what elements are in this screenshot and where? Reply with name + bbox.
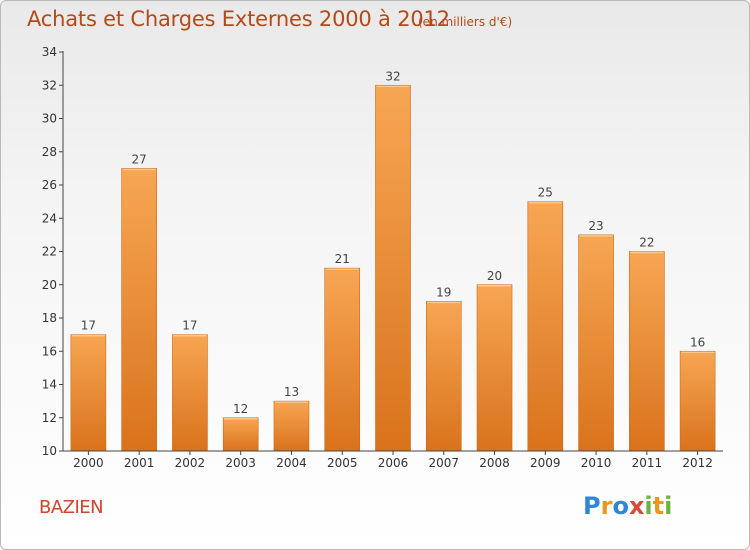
bar-2010 [578,234,614,452]
bar-2003 [222,417,259,452]
bar-2004 [273,400,310,452]
x-tick-label-2011: 2011 [632,456,663,470]
bar-2001 [121,168,157,452]
x-tick-label-2010: 2010 [581,456,612,470]
y-tick-label-26: 26 [42,178,57,192]
x-tick-label-2009: 2009 [530,456,561,470]
y-tick-label-24: 24 [42,211,57,225]
y-tick-label-28: 28 [42,145,57,159]
value-label-2012: 16 [690,335,705,349]
x-tick-label-2007: 2007 [428,456,459,470]
bar-2000 [70,334,107,452]
x-tick-label-2008: 2008 [479,456,510,470]
bar-2007 [425,301,462,452]
value-label-2005: 21 [335,252,350,266]
x-tick-label-2003: 2003 [225,456,256,470]
y-tick-label-32: 32 [42,78,57,92]
logo-letter: x [628,492,645,520]
value-label-2010: 23 [588,219,603,233]
bar-2011 [629,251,665,452]
bar-2005 [324,267,361,452]
value-label-2000: 17 [81,319,96,333]
value-label-2003: 12 [233,402,248,416]
y-tick-label-34: 34 [42,45,57,59]
y-tick-label-22: 22 [42,245,57,259]
logo-letter: r [600,492,613,520]
value-label-2009: 25 [538,186,553,200]
logo-letter: P [583,492,601,520]
logo-letter: i [664,492,673,520]
y-tick-label-30: 30 [42,112,57,126]
y-tick-label-20: 20 [42,278,57,292]
chart-subtitle: (en milliers d'€) [418,15,513,29]
chart-title: Achats et Charges Externes 2000 à 2012 [27,7,450,31]
value-label-2002: 17 [182,319,197,333]
logo-letter: i [644,492,653,520]
value-label-2006: 32 [385,69,400,83]
y-tick-label-16: 16 [42,344,57,358]
value-label-2007: 19 [436,285,451,299]
x-tick-label-2006: 2006 [378,456,409,470]
value-label-2008: 20 [487,269,502,283]
y-tick-label-10: 10 [42,444,57,458]
proxiti-logo[interactable]: Proxiti [583,492,672,520]
x-tick-label-2012: 2012 [682,456,713,470]
x-tick-label-2004: 2004 [276,456,307,470]
value-label-2004: 13 [284,385,299,399]
bar-2008 [476,284,513,452]
value-label-2001: 27 [132,152,147,166]
bar-2006 [375,84,411,452]
logo-letter: o [612,492,629,520]
commune-name: BAZIEN [39,497,104,518]
y-tick-label-14: 14 [42,378,57,392]
bar-2009 [527,201,564,452]
x-tick-label-2005: 2005 [327,456,358,470]
x-tick-label-2002: 2002 [175,456,206,470]
y-tick-label-18: 18 [42,311,57,325]
bar-2002 [172,334,208,452]
x-tick-label-2000: 2000 [73,456,104,470]
y-tick-label-12: 12 [42,411,57,425]
x-tick-label-2001: 2001 [124,456,155,470]
bar-2012 [679,350,716,452]
logo-letter: t [652,492,665,520]
value-label-2011: 22 [639,236,654,250]
